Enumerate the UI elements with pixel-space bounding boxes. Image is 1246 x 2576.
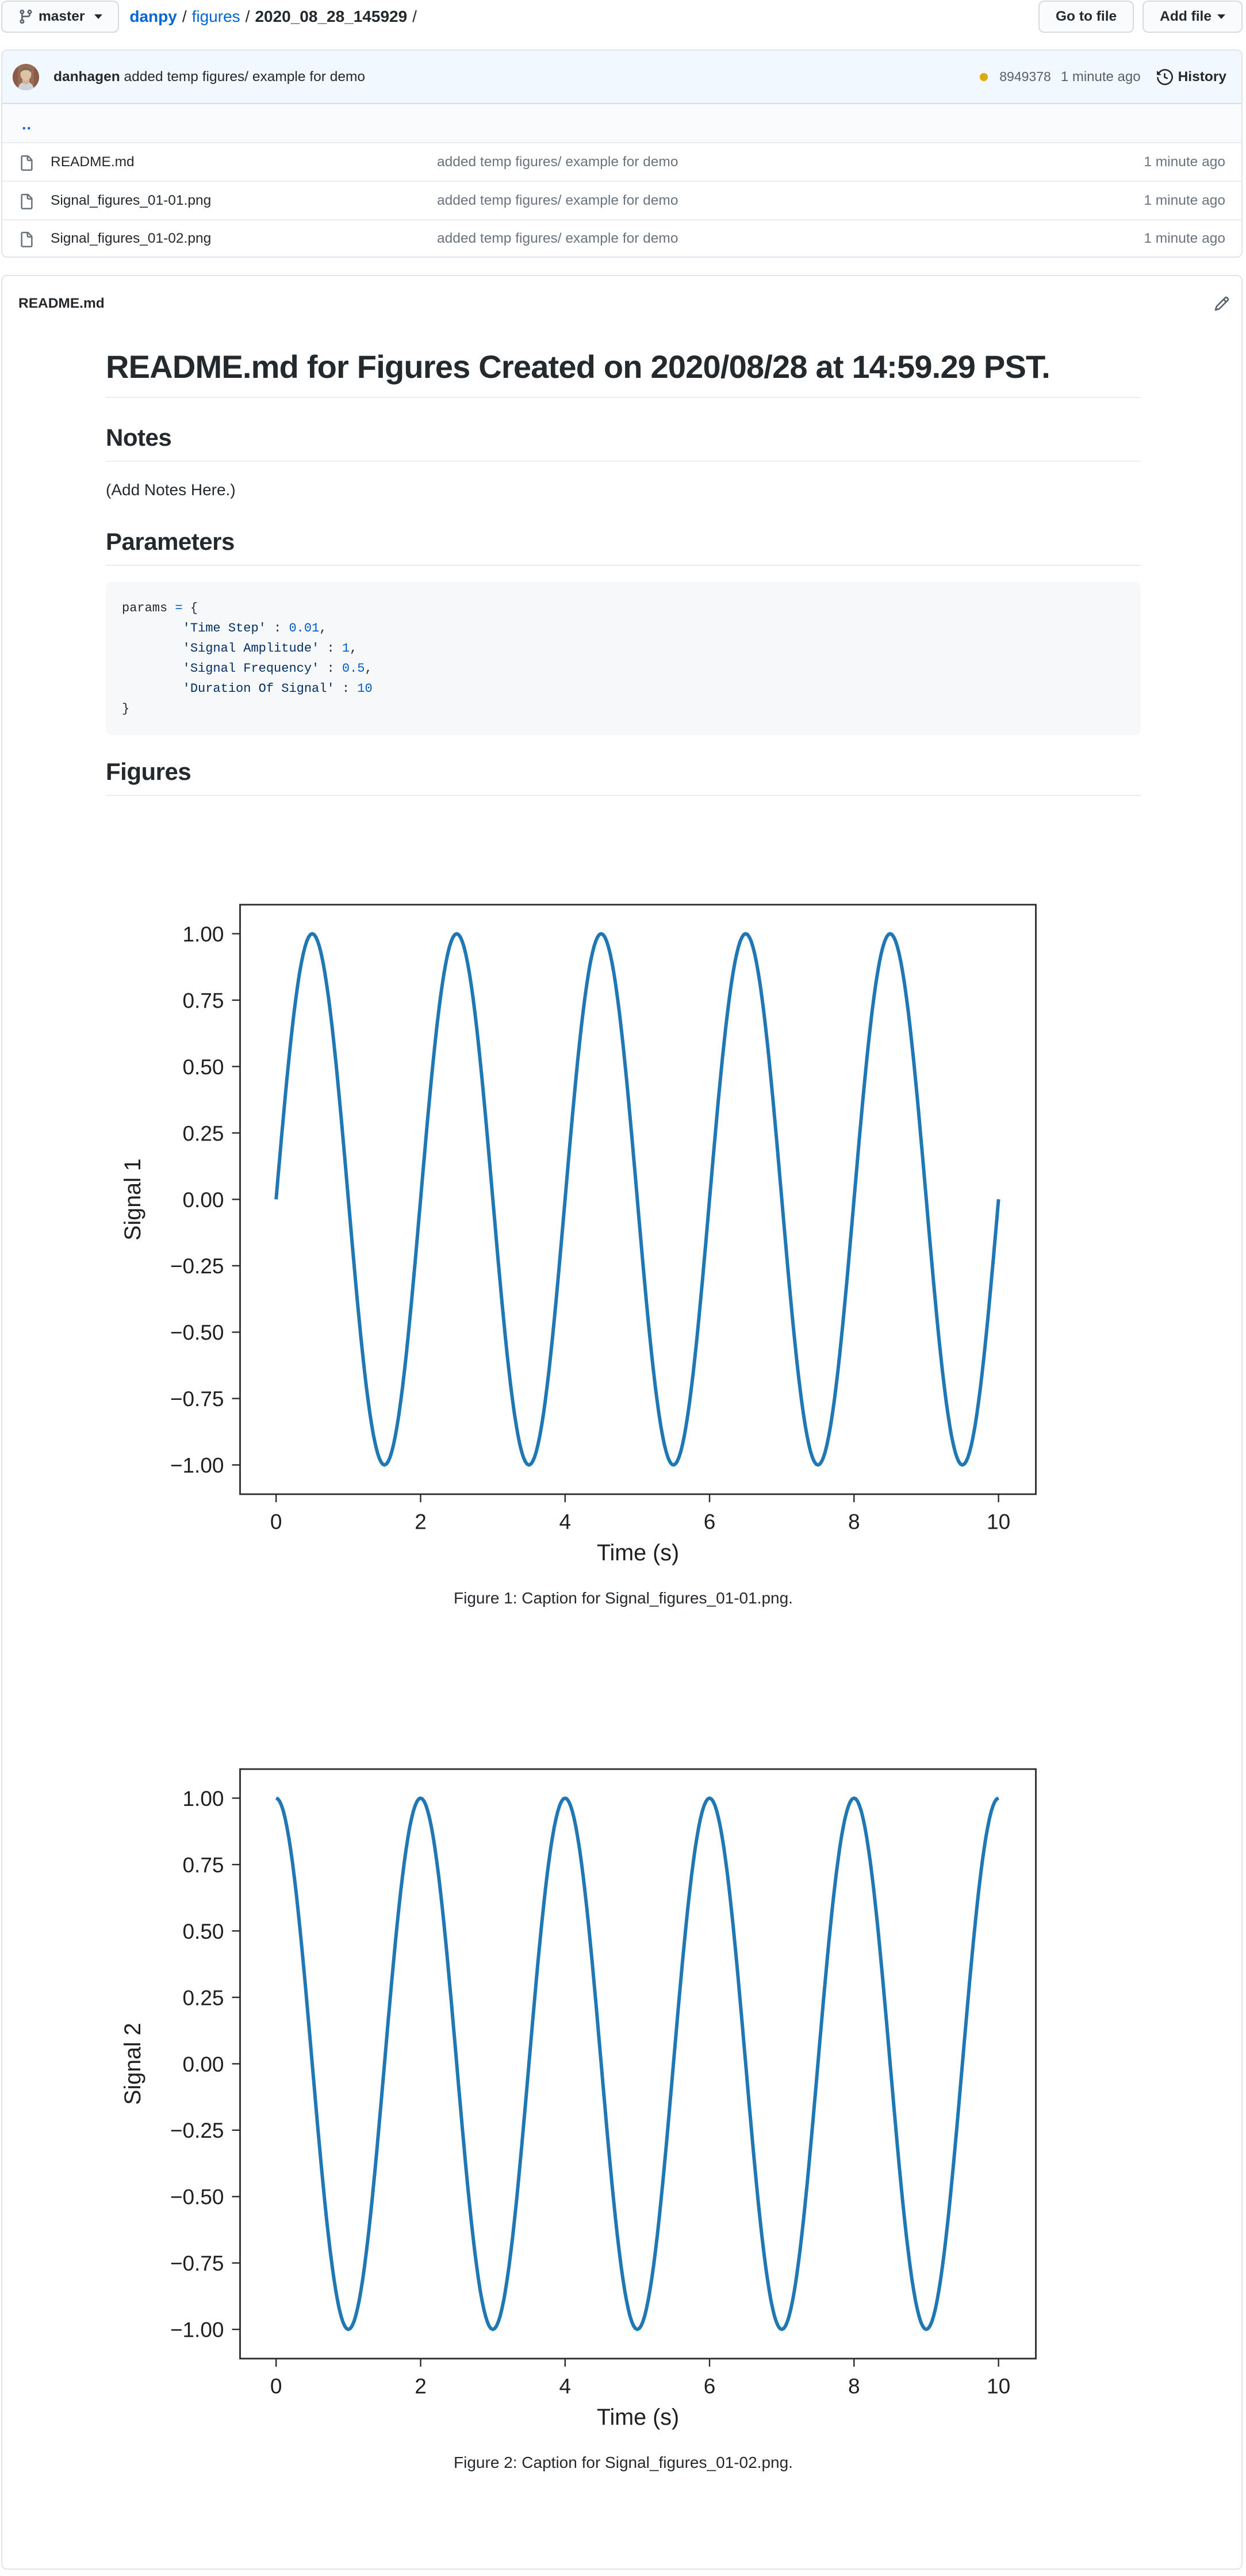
svg-text:10: 10 <box>987 2375 1010 2398</box>
svg-text:−0.75: −0.75 <box>170 1387 224 1411</box>
svg-text:6: 6 <box>704 1510 716 1534</box>
svg-text:0.25: 0.25 <box>182 1122 224 1145</box>
svg-text:Signal 1: Signal 1 <box>120 1158 145 1241</box>
svg-text:−0.50: −0.50 <box>170 1321 224 1345</box>
svg-text:0.75: 0.75 <box>182 1853 224 1877</box>
svg-text:2: 2 <box>415 1510 427 1534</box>
svg-text:−1.00: −1.00 <box>170 2318 224 2342</box>
svg-text:0.75: 0.75 <box>182 989 224 1012</box>
svg-text:0.00: 0.00 <box>182 1188 224 1212</box>
svg-text:0: 0 <box>270 2375 282 2398</box>
svg-text:0.00: 0.00 <box>182 2053 224 2076</box>
svg-text:8: 8 <box>848 2375 860 2398</box>
svg-text:Signal 2: Signal 2 <box>120 2023 145 2105</box>
svg-text:4: 4 <box>559 2375 572 2398</box>
svg-text:4: 4 <box>559 1510 572 1534</box>
svg-text:1.00: 1.00 <box>182 923 224 946</box>
svg-text:6: 6 <box>704 2375 716 2398</box>
svg-text:Time (s): Time (s) <box>597 2405 679 2430</box>
svg-text:0: 0 <box>270 1510 282 1534</box>
svg-text:Time (s): Time (s) <box>597 1540 679 1565</box>
svg-text:1.00: 1.00 <box>182 1787 224 1811</box>
svg-text:−0.75: −0.75 <box>170 2252 224 2275</box>
svg-text:0.25: 0.25 <box>182 1986 224 2009</box>
svg-text:−0.50: −0.50 <box>170 2185 224 2209</box>
svg-text:0.50: 0.50 <box>182 1055 224 1079</box>
svg-text:−1.00: −1.00 <box>170 1454 224 1478</box>
svg-text:0.50: 0.50 <box>182 1920 224 1943</box>
svg-text:8: 8 <box>848 1510 860 1534</box>
svg-text:10: 10 <box>987 1510 1010 1534</box>
svg-text:−0.25: −0.25 <box>170 2119 224 2142</box>
svg-text:−0.25: −0.25 <box>170 1254 224 1278</box>
svg-text:2: 2 <box>415 2375 427 2398</box>
